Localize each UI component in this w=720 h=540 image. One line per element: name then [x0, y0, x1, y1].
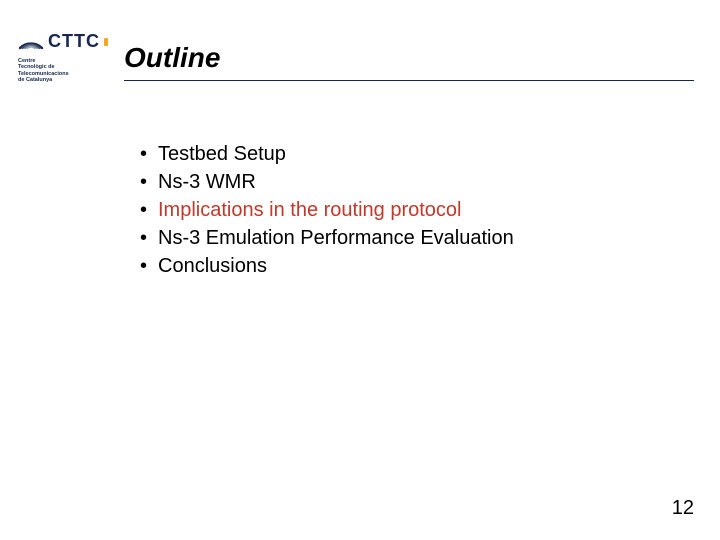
logo-top: CTTC [18, 28, 108, 55]
bullet-dot-icon: • [140, 224, 158, 252]
bullet-text: Testbed Setup [158, 140, 286, 168]
slide-title: Outline [124, 42, 220, 74]
bullet-dot-icon: • [140, 252, 158, 280]
logo-name: CTTC [48, 31, 100, 52]
list-item: • Conclusions [140, 252, 514, 280]
list-item: • Ns-3 WMR [140, 168, 514, 196]
bullet-text: Conclusions [158, 252, 267, 280]
bullet-list: • Testbed Setup • Ns-3 WMR • Implication… [140, 140, 514, 280]
bullet-dot-icon: • [140, 196, 158, 224]
bullet-text: Ns-3 WMR [158, 168, 256, 196]
logo-subtitle-line: de Catalunya [18, 77, 108, 83]
page-number: 12 [672, 497, 694, 520]
bullet-dot-icon: • [140, 140, 158, 168]
bullet-text: Ns-3 Emulation Performance Evaluation [158, 224, 514, 252]
list-item: • Ns-3 Emulation Performance Evaluation [140, 224, 514, 252]
logo-arcs-icon [18, 28, 44, 55]
bullet-text: Implications in the routing protocol [158, 196, 462, 224]
logo: CTTC Centre Tecnològic de Telecomunicaci… [18, 28, 108, 83]
list-item: • Implications in the routing protocol [140, 196, 514, 224]
logo-subtitle: Centre Tecnològic de Telecomunicacions d… [18, 58, 108, 83]
bullet-dot-icon: • [140, 168, 158, 196]
title-underline [124, 80, 694, 81]
list-item: • Testbed Setup [140, 140, 514, 168]
logo-accent-icon [104, 38, 108, 46]
